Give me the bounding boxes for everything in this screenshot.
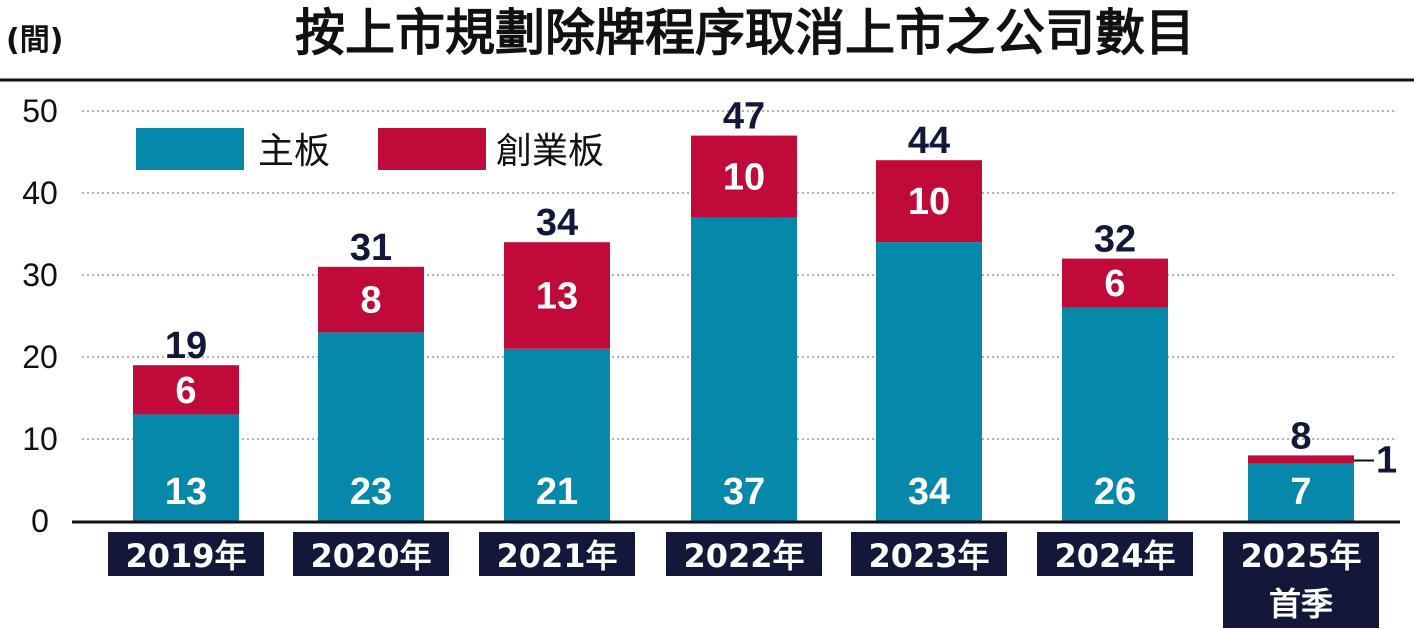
bar-group: 21 13 34	[504, 202, 610, 521]
x-label-text: 2021年	[496, 537, 617, 575]
bar-group: 26 632	[1062, 219, 1168, 521]
bar-gem	[318, 266, 424, 333]
bar-gem	[691, 135, 797, 218]
x-label-box	[851, 532, 1007, 576]
bar-total-label: 44	[908, 120, 950, 162]
bar-main-board	[1062, 307, 1168, 521]
bar-gem	[504, 242, 610, 349]
legend-label: 創業板	[496, 131, 604, 172]
y-tick-label: 10	[22, 421, 58, 457]
x-tick-label: 2024年	[1037, 532, 1193, 576]
bar-label-main-board: 7	[1290, 471, 1311, 513]
bar-total-label: 34	[536, 202, 578, 244]
bar-label-gem: 6	[175, 370, 196, 412]
x-tick-label: 2019年	[108, 532, 264, 576]
bar-main-board	[504, 348, 610, 521]
bar-group: 13 619	[133, 325, 239, 521]
x-label-text: 2019年	[125, 537, 246, 575]
x-tick-label: 2021年	[479, 532, 635, 576]
bar-gem	[1248, 455, 1354, 464]
bar-total-label: 47	[723, 96, 765, 138]
bar-label-main-board: 34	[908, 471, 950, 513]
bar-total-label: 8	[1290, 415, 1311, 457]
y-tick-label: 50	[22, 93, 58, 129]
bar-label-gem: 13	[536, 276, 578, 318]
x-label-box	[1223, 532, 1379, 628]
bar-label-gem: 6	[1104, 263, 1125, 305]
legend-swatch	[378, 128, 486, 170]
bar-group: 34 10 44	[876, 120, 982, 521]
x-tick-label: 2023年	[851, 532, 1007, 576]
bar-total-label: 19	[165, 325, 207, 367]
legend-item: 創業板	[378, 128, 604, 172]
x-label-text: 2020年	[310, 537, 431, 575]
chart-title: 按上市規劃除牌程序取消上市之公司數目	[295, 4, 1195, 62]
x-label-text: 2025年	[1240, 537, 1361, 575]
x-tick-label: 2022年	[666, 532, 822, 576]
bar-label-main-board: 21	[536, 471, 578, 513]
bar-gem	[1062, 258, 1168, 308]
x-tick-label: 2020年	[293, 532, 449, 576]
legend-item: 主板	[136, 128, 330, 172]
x-label-text: 2023年	[868, 537, 989, 575]
x-label-text: 2022年	[683, 537, 804, 575]
bar-total-label: 31	[350, 227, 392, 269]
bar-label-main-board: 13	[165, 471, 207, 513]
y-tick-label: 30	[22, 257, 58, 293]
x-label-text: 2024年	[1054, 537, 1175, 575]
x-label-box	[1037, 532, 1193, 576]
x-label-box	[666, 532, 822, 576]
x-label-box	[293, 532, 449, 576]
bar-label-gem: 10	[908, 181, 950, 223]
y-axis: 0 10 20 30 40 50	[22, 93, 58, 539]
bar-gem	[133, 365, 239, 415]
bar-label-main-board: 26	[1094, 471, 1136, 513]
unit-label: (間)	[6, 23, 63, 58]
bar-group: 23 8 31	[318, 227, 424, 521]
y-tick-label: 0	[31, 503, 49, 539]
x-label-box	[108, 532, 264, 576]
x-label-text: 首季	[1269, 585, 1333, 623]
bar-label-gem: 8	[360, 280, 381, 322]
x-label-box	[479, 532, 635, 576]
y-tick-label: 40	[22, 175, 58, 211]
legend-swatch	[136, 128, 244, 170]
legend-label: 主板	[258, 131, 330, 172]
bar-main-board	[876, 242, 982, 521]
legend: 主板 創業板	[136, 128, 604, 172]
bar-group: 37 10 47	[691, 96, 797, 521]
bar-label-gem: 10	[723, 157, 765, 199]
bar-gem	[876, 160, 982, 243]
bar-label-main-board: 23	[350, 471, 392, 513]
bar-group: 7 1 8	[1248, 415, 1397, 521]
bar-total-label: 32	[1094, 219, 1136, 261]
bar-main-board	[1248, 463, 1354, 521]
bar-main-board	[318, 332, 424, 521]
bar-main-board	[691, 217, 797, 521]
y-tick-label: 20	[22, 339, 58, 375]
bar-main-board	[133, 414, 239, 521]
bar-label-main-board: 37	[723, 471, 765, 513]
bar-label-gem: 1	[1376, 440, 1397, 482]
